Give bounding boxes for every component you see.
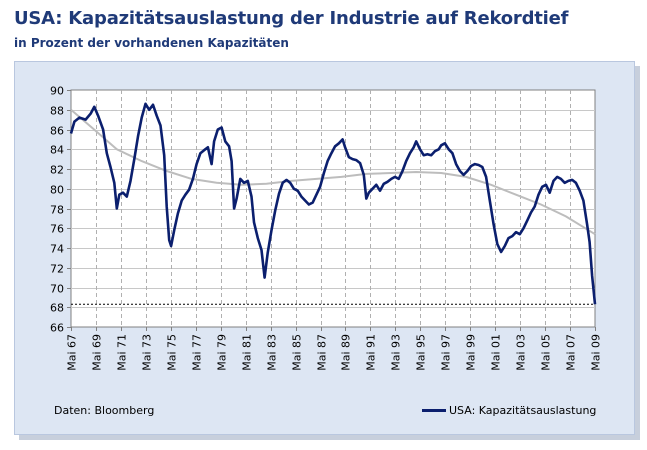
y-tick-label: 68 (50, 302, 64, 315)
y-tick-label: 86 (50, 125, 64, 138)
x-tick-label: Mai 81 (241, 334, 254, 371)
y-tick-label: 76 (50, 223, 64, 236)
y-tick-label: 82 (50, 164, 64, 177)
x-tick-label: Mai 03 (515, 334, 528, 371)
x-tick-label: Mai 93 (390, 334, 403, 371)
x-tick-label: Mai 79 (216, 334, 229, 371)
x-tick-label: Mai 71 (116, 334, 129, 371)
x-tick-label: Mai 97 (440, 334, 453, 371)
y-tick-label: 74 (50, 243, 64, 256)
x-tick-label: Mai 95 (415, 334, 428, 371)
x-tick-label: Mai 85 (291, 334, 304, 371)
legend-label: USA: Kapazitätsauslastung (449, 404, 597, 417)
chart-subtitle: in Prozent der vorhandenen Kapazitäten (14, 36, 289, 50)
y-tick-label: 88 (50, 105, 64, 118)
legend-swatch (422, 409, 446, 412)
x-tick-label: Mai 99 (465, 334, 478, 371)
y-tick-label: 72 (50, 263, 64, 276)
legend: USA: Kapazitätsauslastung (422, 404, 596, 417)
x-tick-label: Mai 05 (540, 334, 553, 371)
x-tick-label: Mai 87 (316, 334, 329, 371)
x-tick-label: Mai 09 (590, 334, 603, 371)
y-tick-label: 78 (50, 204, 64, 217)
x-tick-label: Mai 67 (66, 334, 79, 371)
source-note: Daten: Bloomberg (54, 404, 155, 417)
x-tick-label: Mai 75 (166, 334, 179, 371)
series-line-capacity-utilization (69, 102, 597, 305)
chart-title: USA: Kapazitätsauslastung der Industrie … (14, 8, 569, 29)
x-tick-label: Mai 91 (365, 334, 378, 371)
y-tick-label: 90 (50, 85, 64, 98)
x-tick-label: Mai 77 (191, 334, 204, 371)
x-tick-label: Mai 01 (490, 334, 503, 371)
x-tick-label: Mai 83 (266, 334, 279, 371)
x-tick-label: Mai 73 (141, 334, 154, 371)
y-tick-label: 80 (50, 184, 64, 197)
x-tick-label: Mai 89 (340, 334, 353, 371)
series-line-trend (70, 109, 596, 236)
plot-area (70, 89, 596, 328)
y-tick-label: 70 (50, 283, 64, 296)
y-tick-label: 84 (50, 144, 64, 157)
y-tick-label: 66 (50, 322, 64, 335)
x-tick-label: Mai 69 (91, 334, 104, 371)
x-tick-label: Mai 07 (565, 334, 578, 371)
